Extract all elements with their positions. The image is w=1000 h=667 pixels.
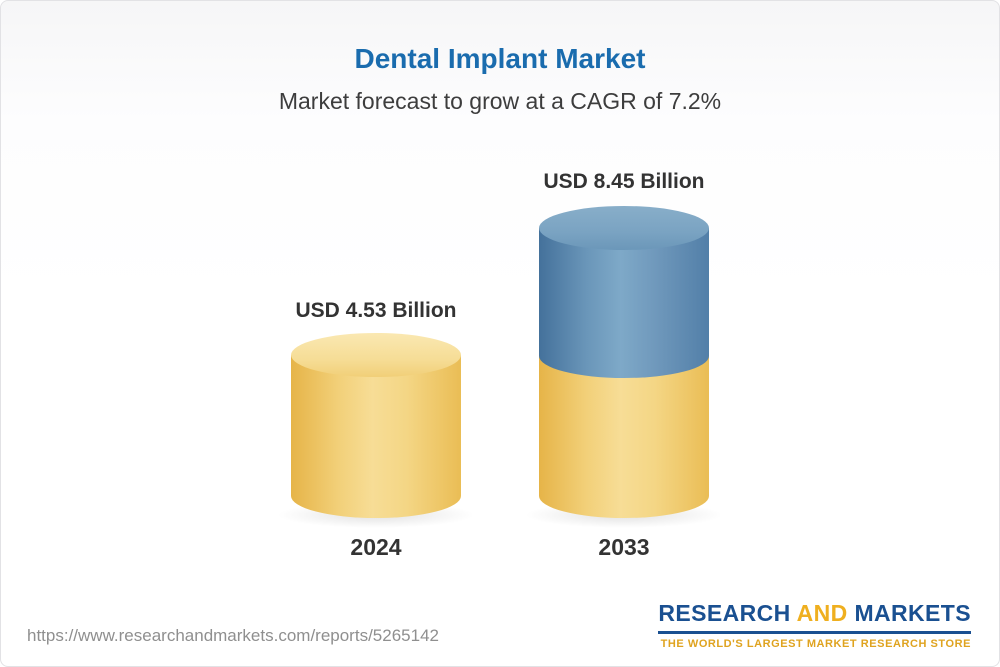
logo-word-and: AND xyxy=(790,600,855,626)
bar-2033-top-ellipse xyxy=(539,206,709,250)
logo-word-research: RESEARCH xyxy=(658,600,791,626)
research-and-markets-logo: RESEARCH AND MARKETS THE WORLD'S LARGEST… xyxy=(658,600,971,650)
value-label-2024: USD 4.53 Billion xyxy=(295,299,457,322)
chart-title: Dental Implant Market xyxy=(354,43,646,74)
logo-divider xyxy=(658,631,971,634)
axis-label-2033: 2033 xyxy=(598,534,650,560)
chart-subtitle: Market forecast to grow at a CAGR of 7.2… xyxy=(278,88,722,114)
logo-word-markets: MARKETS xyxy=(854,600,971,626)
bar-2033-base-segment xyxy=(539,356,709,518)
bar-2024-body xyxy=(291,355,461,518)
report-url: https://www.researchandmarkets.com/repor… xyxy=(27,626,439,645)
bar-2033-cylinder xyxy=(525,206,723,528)
axis-label-2024: 2024 xyxy=(350,534,402,560)
bar-2033-growth-segment xyxy=(539,228,709,378)
bar-2024-cylinder xyxy=(277,333,475,528)
logo-wordmark: RESEARCH AND MARKETS xyxy=(658,600,971,627)
value-label-2033: USD 8.45 Billion xyxy=(543,170,705,193)
bar-2024-top-ellipse xyxy=(291,333,461,377)
logo-tagline: THE WORLD'S LARGEST MARKET RESEARCH STOR… xyxy=(660,638,971,650)
